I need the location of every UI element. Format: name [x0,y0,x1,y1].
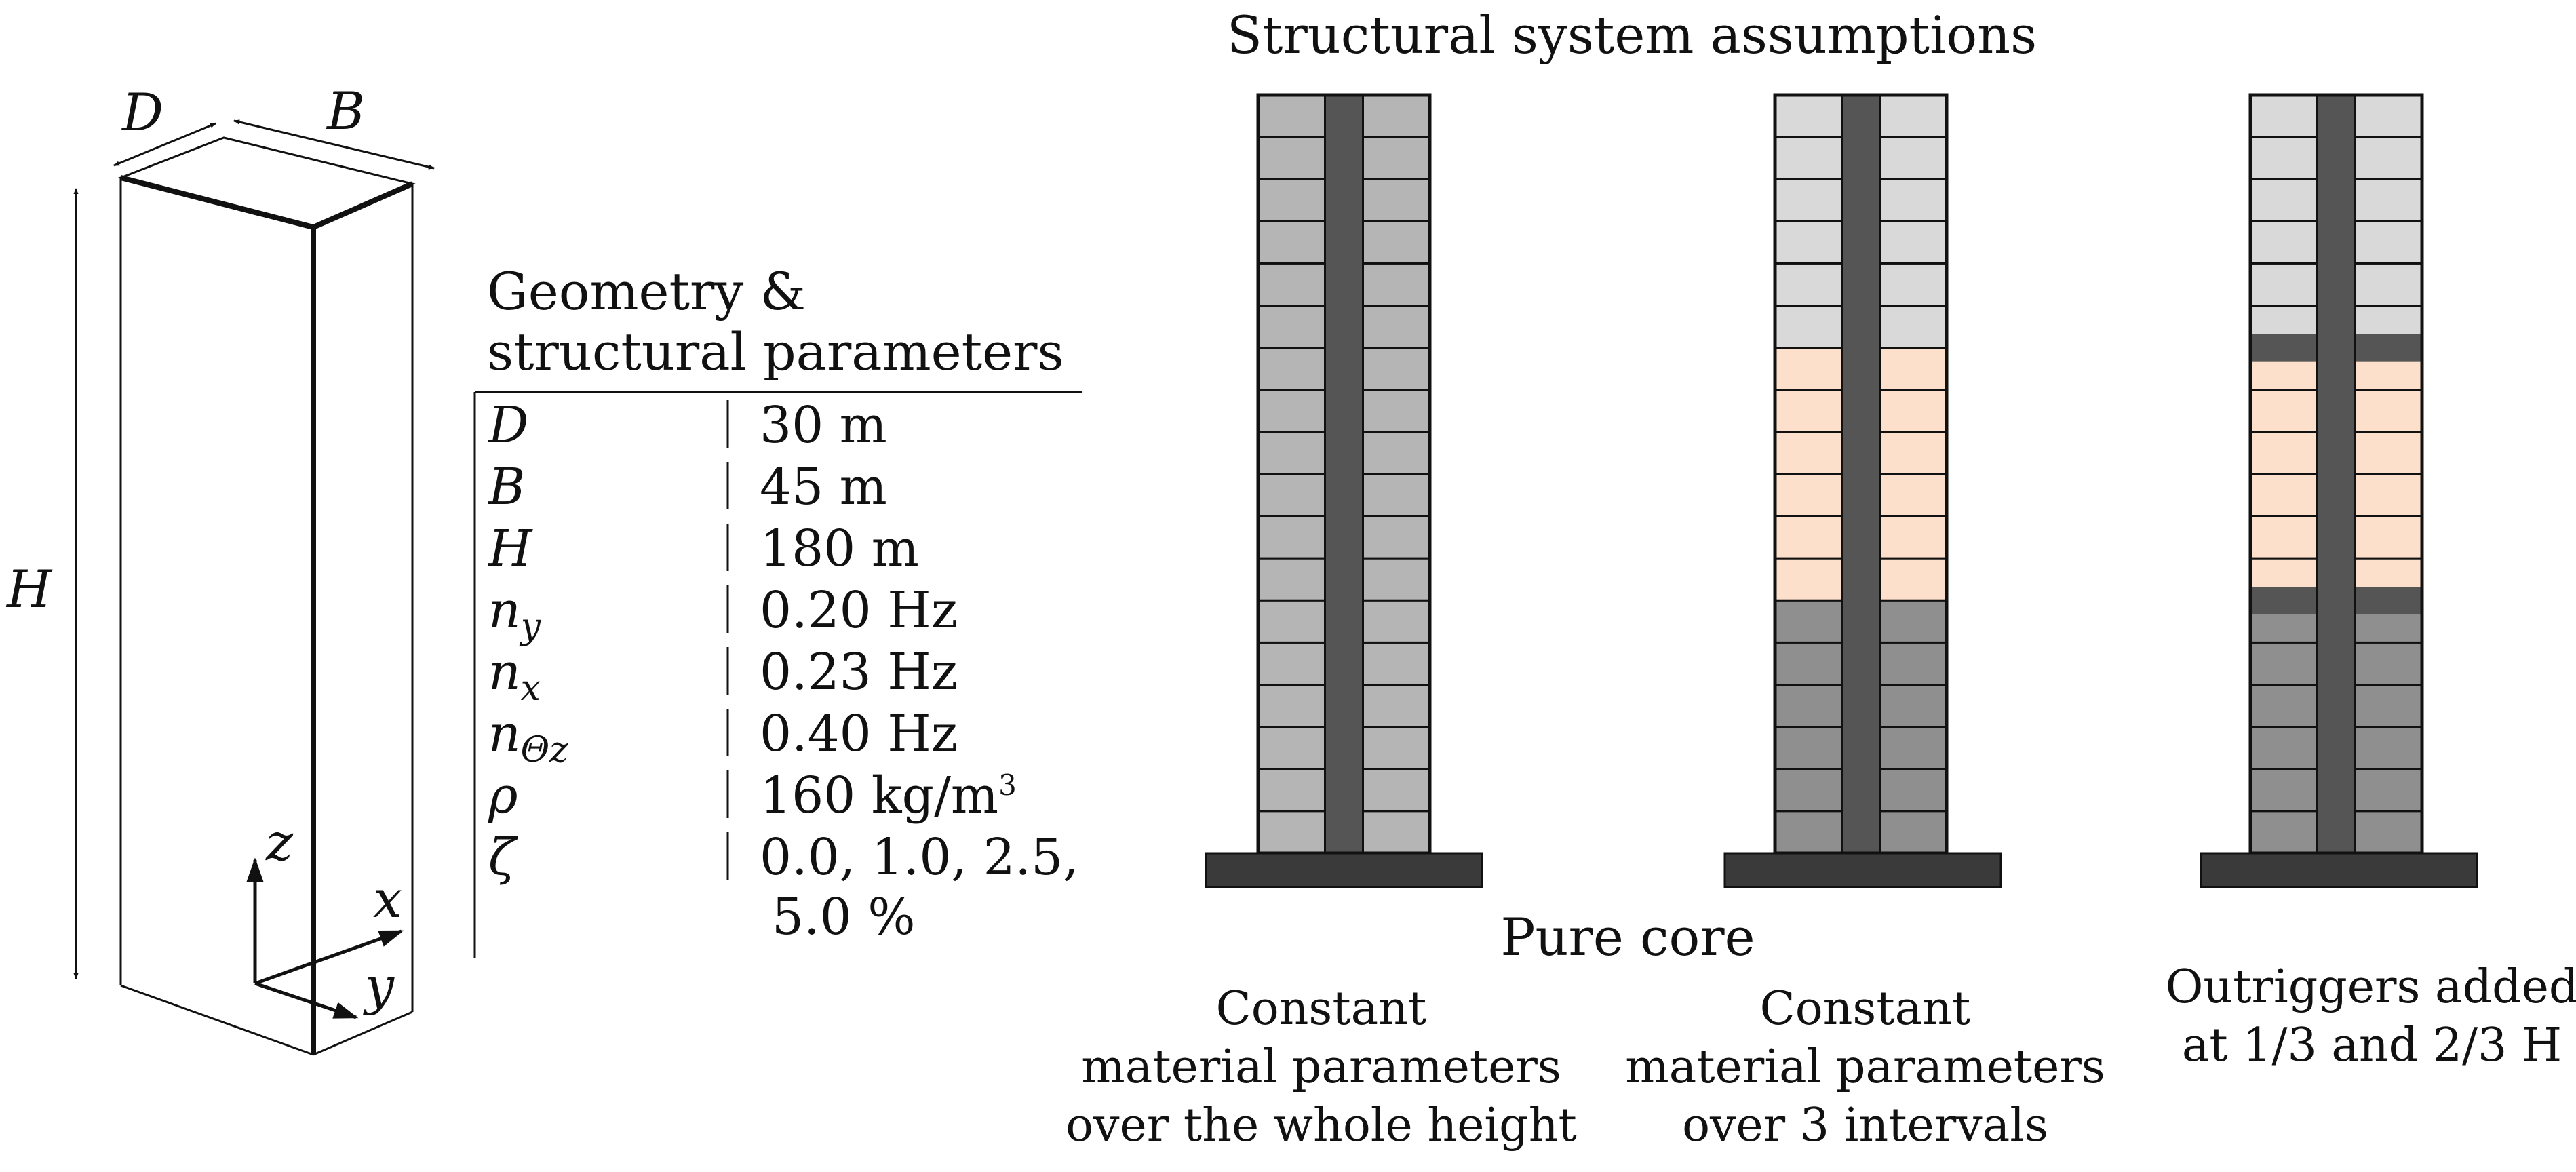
param-value-text: 0.23 Hz [760,643,958,701]
building-elevation-3 [2200,93,2478,888]
param-value-text: 0.40 Hz [760,705,958,763]
axis-label-y: y [363,956,395,1016]
building-caption-line: over the whole height [1066,1099,1577,1152]
building-elevations [1205,93,2478,888]
structural-systems-title: Structural system assumptions [1227,5,2037,65]
table-title-line2: structural parameters [487,321,1063,382]
axis-y-arrow [254,981,359,1019]
group-label-pure-core: Pure core [1500,907,1755,967]
building-caption-line: Constant [1216,982,1427,1036]
dim-label-b: B [326,81,365,141]
param-symbol-main: H [487,520,533,578]
param-value: 45 m [760,458,887,516]
param-value: 180 m [760,520,919,578]
param-symbol: B [487,458,525,516]
foundation-base [1205,852,1483,888]
box-bottom-edge-front [120,984,314,1056]
foundation-base [1723,852,2002,888]
parameter-table: Geometry & structural parameters D 30 m B 4… [473,261,1082,958]
param-symbol-main: n [488,705,521,763]
axis-label-z: z [265,812,294,872]
box-bottom-edge-side [313,1011,413,1056]
param-symbol-main: n [488,581,521,640]
building-caption-line: material parameters [1625,1040,2105,1094]
param-value-superscript: 3 [998,768,1017,802]
param-symbol: ny [488,581,541,647]
core-wall [1324,94,1364,855]
param-symbol: nx [488,643,541,709]
box-top-front-edge [120,175,314,230]
dim-label-d: D [121,82,163,142]
core-wall [1841,94,1881,855]
param-symbol-main: B [487,458,525,516]
dim-label-h: H [5,559,53,619]
param-symbol-main: ρ [488,766,518,825]
param-value: 0.23 Hz [760,643,958,701]
table-title-line1: Geometry & [487,261,806,321]
param-symbol-subscript: Θz [521,730,569,770]
param-symbol-main: D [487,396,528,454]
param-value-text: 180 m [760,520,919,578]
building-caption-line: material parameters [1081,1040,1561,1094]
dim-arrow-b [233,119,435,170]
axis-label-x: x [373,869,402,929]
param-symbol: ζ [488,828,518,886]
param-symbol-subscript: y [520,606,541,647]
param-symbol-main: ζ [488,828,518,886]
building-box-figure: D B H z x y [5,81,435,1056]
param-value-text: 0.20 Hz [760,581,958,640]
param-value: 160 kg/m3 [760,766,1017,825]
param-value-text: 45 m [760,458,887,516]
param-symbol-main: n [488,643,521,701]
param-symbol: H [487,520,533,578]
building-caption-line: Outriggers added [2166,960,2576,1014]
building-elevation-1 [1205,93,1483,888]
building-caption-line: Constant [1760,982,1971,1036]
foundation-base [2200,852,2478,888]
param-symbol: ρ [488,766,518,825]
param-value: 0.0, 1.0, 2.5, [760,828,1079,886]
building-elevation-2 [1723,93,2002,888]
box-top-side-edge [312,181,414,230]
building-caption-line: over 3 intervals [1682,1099,2048,1152]
param-value: 30 m [760,396,887,454]
dim-arrow-d [113,122,216,167]
structural-systems: Structural system assumptions Pure core … [1066,5,2576,1152]
axis-x-arrow [254,929,404,985]
param-value: 0.40 Hz [760,705,958,763]
core-wall [2316,94,2356,855]
param-value-line2: 5.0 % [772,888,916,946]
param-value-text: 30 m [760,396,887,454]
param-value-text: 160 kg/m [760,766,998,825]
param-symbol: D [487,396,528,454]
param-symbol-subscript: x [521,668,541,709]
param-value-text: 0.0, 1.0, 2.5, [760,828,1079,886]
param-symbol: nΘz [488,705,568,770]
building-caption-line: at 1/3 and 2/3 H [2182,1019,2562,1072]
param-value: 0.20 Hz [760,581,958,640]
